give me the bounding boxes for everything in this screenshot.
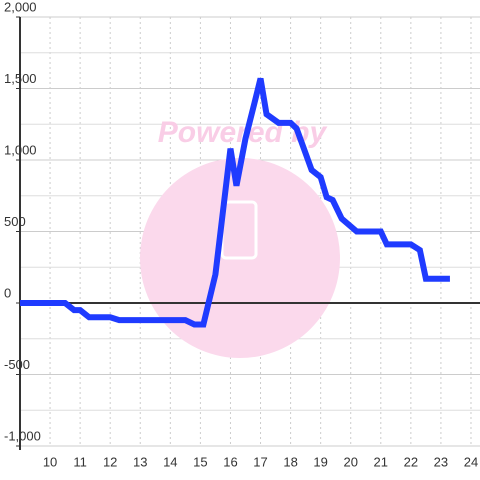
x-tick-label: 14: [163, 454, 177, 469]
line-series: [20, 77, 450, 328]
x-tick-label: 24: [464, 454, 478, 469]
x-tick-label: 21: [374, 454, 388, 469]
x-tick-label: 20: [343, 454, 357, 469]
y-tick-label: -500: [4, 357, 30, 372]
y-tick-label: 500: [4, 214, 26, 229]
x-tick-label: 10: [43, 454, 57, 469]
x-tick-label: 15: [193, 454, 207, 469]
x-tick-label: 16: [223, 454, 237, 469]
y-tick-label: 2,000: [4, 0, 37, 14]
x-tick-label: 12: [103, 454, 117, 469]
x-tick-label: 13: [133, 454, 147, 469]
x-tick-label: 23: [434, 454, 448, 469]
x-tick-label: 11: [73, 454, 87, 469]
x-tick-label: 19: [313, 454, 327, 469]
x-tick-label: 22: [404, 454, 418, 469]
x-tick-label: 17: [253, 454, 267, 469]
y-tick-label: -1,000: [4, 428, 41, 443]
x-tick-label: 18: [283, 454, 297, 469]
y-tick-label: 0: [4, 285, 11, 300]
